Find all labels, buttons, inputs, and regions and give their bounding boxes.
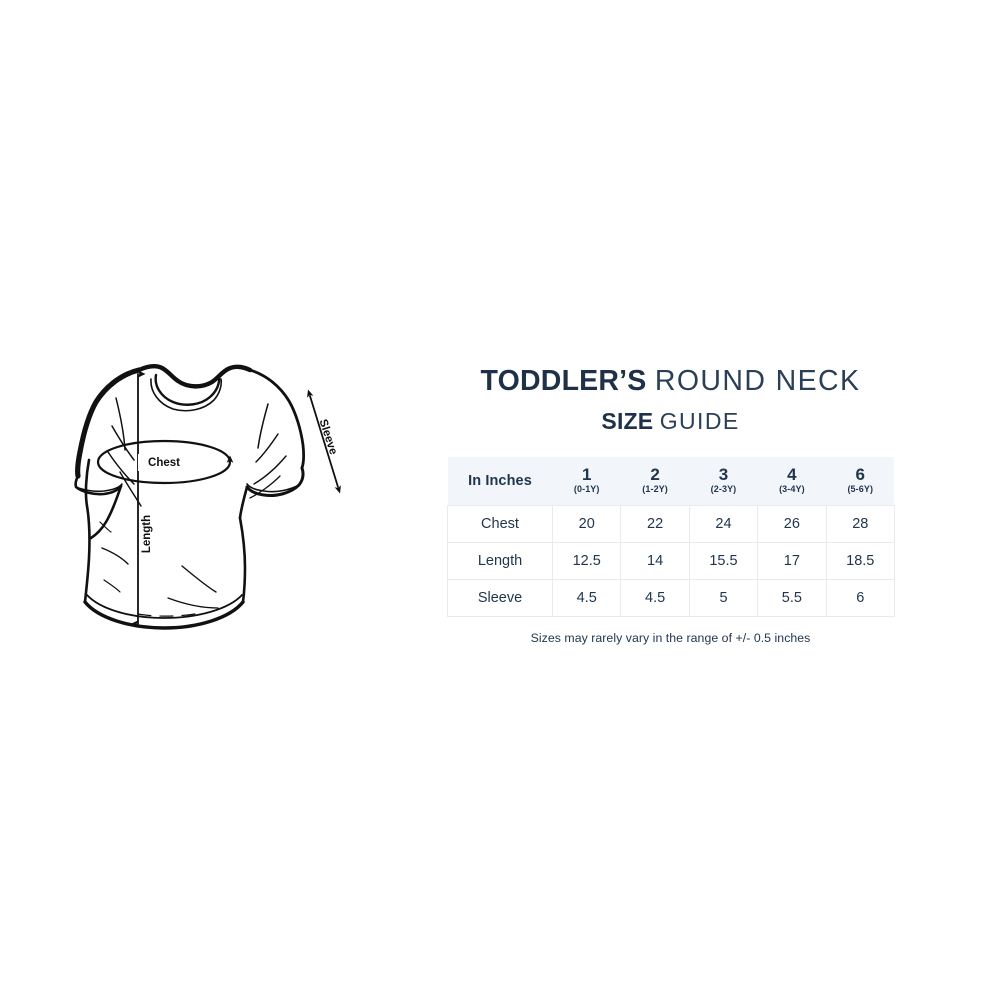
tshirt-right-cuff bbox=[245, 466, 305, 497]
subtitle-guide-segment: GUIDE bbox=[659, 407, 740, 434]
subtitle-size-segment: SIZE bbox=[601, 407, 654, 434]
tshirt-hem-outer bbox=[83, 600, 245, 630]
cell-length-3: 15.5 bbox=[688, 541, 759, 580]
row-label-length: Length bbox=[447, 541, 553, 580]
header-size-2-age: (1-2Y) bbox=[642, 483, 668, 494]
tshirt-crease-13 bbox=[99, 521, 112, 533]
cell-chest-1: 20 bbox=[551, 504, 622, 543]
cell-sleeve-1: 4.5 bbox=[551, 578, 622, 617]
tshirt-crease-12 bbox=[167, 597, 219, 609]
tshirt-right-shoulder bbox=[248, 368, 306, 470]
header-size-3-age: (2-3Y) bbox=[710, 483, 737, 494]
tshirt-left-body-edge bbox=[83, 458, 91, 604]
header-size-3: 3 (2-3Y) bbox=[689, 456, 758, 506]
table-row-sleeve: Sleeve 4.5 4.5 5 5.5 6 bbox=[447, 578, 895, 617]
header-in-inches: In Inches bbox=[447, 456, 553, 506]
size-guide-panel: TODDLER’S ROUND NECK SIZE GUIDE In Inche… bbox=[447, 365, 895, 645]
header-size-1-age: (0-1Y) bbox=[573, 483, 600, 494]
tshirt-crease-10 bbox=[103, 579, 121, 593]
tshirt-crease-8 bbox=[249, 475, 281, 499]
tshirt-right-underarm bbox=[238, 485, 249, 520]
tshirt-collar-inner-1 bbox=[154, 373, 221, 406]
tshirt-collar-inner-2 bbox=[150, 378, 223, 412]
tshirt-crease-7 bbox=[253, 455, 287, 485]
cell-length-6: 18.5 bbox=[825, 541, 895, 580]
row-label-sleeve: Sleeve bbox=[447, 578, 553, 617]
header-size-6-age: (5-6Y) bbox=[847, 483, 874, 494]
table-row-chest: Chest 20 22 24 26 28 bbox=[447, 504, 895, 543]
page-title: TODDLER’S ROUND NECK bbox=[447, 365, 894, 398]
title-style-segment: ROUND NECK bbox=[654, 365, 861, 397]
chest-label-backdrop bbox=[138, 454, 192, 471]
tshirt-hem-inner bbox=[86, 594, 243, 619]
chest-label: Chest bbox=[148, 457, 180, 469]
tshirt-crease-6 bbox=[255, 433, 279, 463]
sleeve-measure-line bbox=[307, 389, 341, 494]
cell-chest-6: 28 bbox=[825, 504, 895, 543]
tshirt-crease-1 bbox=[115, 397, 126, 451]
tshirt-crease-11 bbox=[181, 565, 217, 593]
size-chart-body: Chest 20 22 24 26 28 Length 12.5 14 15.5… bbox=[447, 504, 895, 617]
length-label: Length bbox=[141, 515, 153, 553]
cell-sleeve-2: 4.5 bbox=[620, 578, 690, 617]
title-brand-segment: TODDLER’S bbox=[480, 365, 647, 397]
tshirt-left-cuff bbox=[74, 474, 123, 496]
header-size-1: 1 (0-1Y) bbox=[552, 456, 621, 506]
header-size-4-age: (3-4Y) bbox=[779, 483, 805, 494]
tshirt-right-body-edge bbox=[238, 516, 247, 604]
tshirt-right-cuff-inner bbox=[246, 483, 300, 493]
sleeve-label: Sleeve bbox=[317, 418, 340, 456]
cell-length-4: 17 bbox=[757, 541, 827, 580]
chest-ellipse-bottom bbox=[96, 460, 232, 485]
cell-chest-4: 26 bbox=[757, 504, 827, 543]
header-size-6-number: 6 bbox=[855, 465, 865, 485]
header-size-2-number: 2 bbox=[650, 465, 660, 485]
tshirt-crease-5 bbox=[257, 403, 269, 449]
cell-sleeve-4: 5.5 bbox=[757, 578, 827, 617]
row-label-chest: Chest bbox=[447, 504, 553, 543]
header-size-1-number: 1 bbox=[581, 465, 592, 485]
cell-length-2: 14 bbox=[620, 541, 690, 580]
tshirt-neckline-outer bbox=[136, 364, 253, 389]
size-variance-note: Sizes may rarely vary in the range of +/… bbox=[530, 630, 811, 645]
tshirt-diagram: Chest Length Sleeve bbox=[42, 352, 342, 652]
chest-measure-group bbox=[96, 439, 234, 485]
header-size-2: 2 (1-2Y) bbox=[620, 456, 690, 506]
cell-sleeve-3: 5 bbox=[688, 578, 759, 617]
tshirt-crease-9 bbox=[101, 547, 129, 565]
tshirt-left-shoulder-stroke bbox=[75, 367, 142, 479]
size-chart-header: In Inches 1 (0-1Y) 2 (1-2Y) 3 (2-3Y) 4 (… bbox=[447, 456, 895, 506]
header-size-6: 6 (5-6Y) bbox=[826, 456, 895, 506]
page-subtitle: SIZE GUIDE bbox=[447, 407, 894, 435]
size-chart-table: In Inches 1 (0-1Y) 2 (1-2Y) 3 (2-3Y) 4 (… bbox=[447, 456, 895, 617]
cell-chest-2: 22 bbox=[620, 504, 690, 543]
cell-chest-3: 24 bbox=[688, 504, 759, 543]
cell-length-1: 12.5 bbox=[551, 541, 622, 580]
header-size-4-number: 4 bbox=[787, 465, 797, 485]
table-row-length: Length 12.5 14 15.5 17 18.5 bbox=[447, 541, 895, 580]
tshirt-left-underarm bbox=[89, 484, 123, 540]
tshirt-left-cuff-inner bbox=[75, 483, 123, 492]
table-header-row: In Inches 1 (0-1Y) 2 (1-2Y) 3 (2-3Y) 4 (… bbox=[447, 456, 895, 506]
header-size-4: 4 (3-4Y) bbox=[757, 456, 827, 506]
chest-ellipse-top bbox=[96, 439, 234, 464]
header-size-3-number: 3 bbox=[718, 465, 729, 485]
cell-sleeve-6: 6 bbox=[825, 578, 895, 617]
